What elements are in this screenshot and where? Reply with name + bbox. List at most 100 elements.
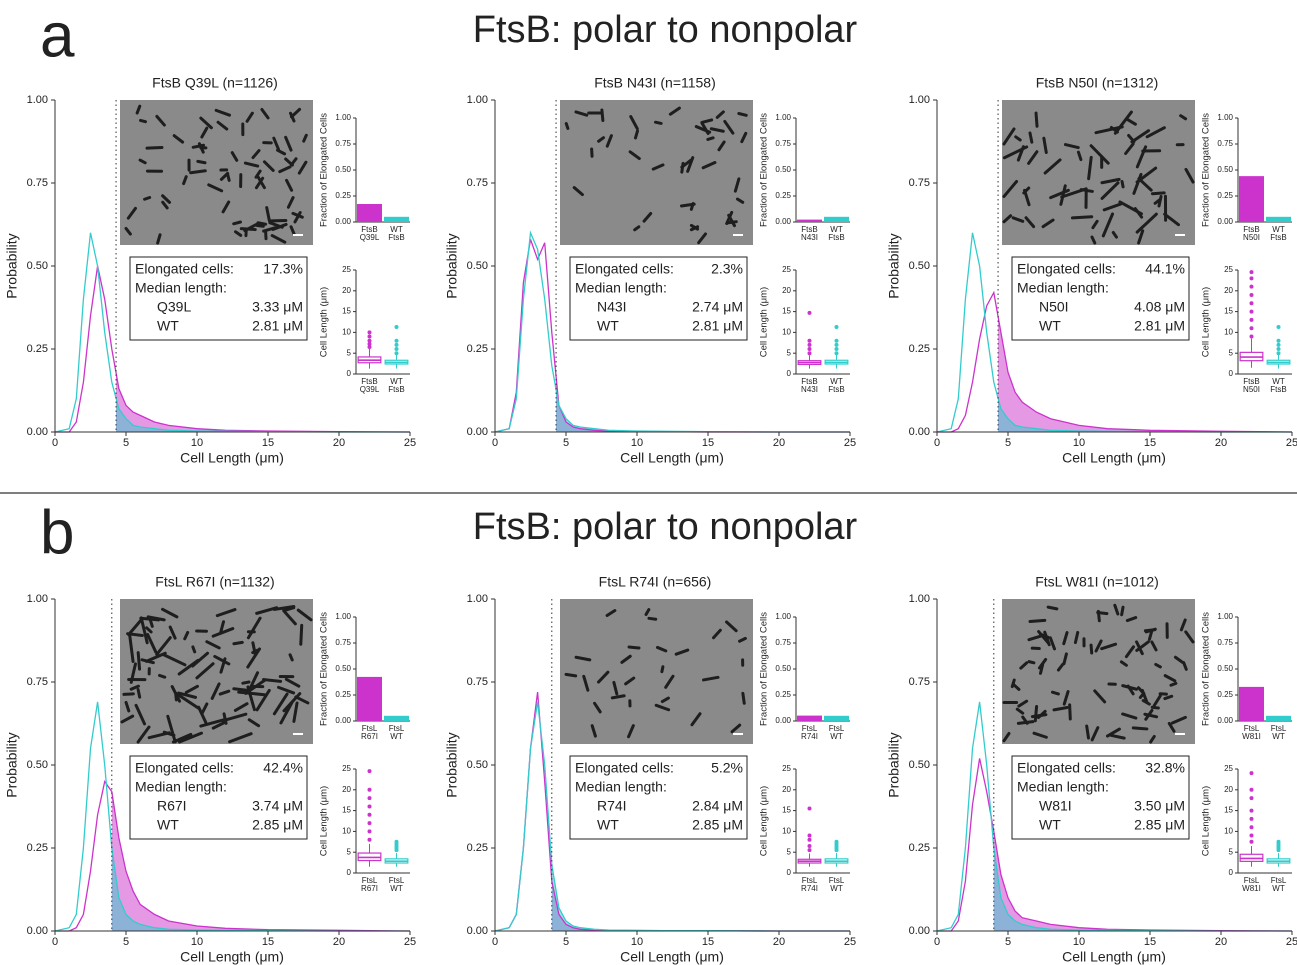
x-tick-label: 10 [631, 437, 643, 449]
tick-label: 0.75 [775, 139, 791, 148]
cell [709, 127, 725, 133]
cell [1027, 634, 1043, 642]
cell [1062, 690, 1070, 706]
cell [1144, 708, 1154, 721]
density-area [116, 372, 410, 432]
inset-category: FtsL [802, 876, 818, 885]
y-tick-label: 0.25 [909, 842, 930, 854]
cell [1150, 191, 1166, 196]
cell [1124, 142, 1135, 155]
cell [680, 161, 685, 174]
cell [654, 703, 671, 712]
x-tick-label: 15 [1144, 437, 1156, 449]
tick-label: 25 [342, 764, 351, 773]
cell [1016, 720, 1035, 725]
y-tick-label: 0.50 [27, 759, 48, 771]
tick-label: 0 [1229, 369, 1234, 378]
x-tick-label: 5 [1005, 437, 1011, 449]
inset-category: WT [390, 225, 403, 234]
cell [701, 161, 717, 170]
cell [1137, 229, 1145, 245]
cell [139, 616, 149, 645]
cell [1037, 657, 1048, 670]
y-tick-label: 0.75 [27, 676, 48, 688]
inset-category: FtsB [828, 233, 844, 242]
inset-category: FtsB [1243, 377, 1259, 386]
bar [384, 715, 409, 721]
inset-category: WT [1272, 225, 1285, 234]
cell [234, 230, 243, 237]
annotation-text: 2.3% [711, 261, 743, 277]
tick-label: 0.50 [1217, 664, 1233, 673]
annotation-text: 3.50 μM [1134, 798, 1185, 814]
inset-category: FtsL [389, 724, 405, 733]
inset-category: FtsB [828, 385, 844, 394]
cell [574, 110, 589, 117]
annotation-text: 2.85 μM [1134, 817, 1185, 833]
cell [282, 606, 296, 613]
tick-label: 10 [1224, 827, 1233, 836]
x-tick-label: 20 [773, 437, 785, 449]
cell [168, 625, 177, 640]
chart-title: FtsL R74I (n=656) [599, 574, 712, 590]
cell [1028, 618, 1047, 624]
density-line [937, 290, 1293, 433]
cell [210, 682, 221, 700]
cell [1090, 726, 1100, 742]
outlier [807, 843, 812, 848]
cell [686, 156, 695, 173]
outlier [1276, 324, 1281, 329]
cell [1111, 230, 1118, 239]
annotation-text: Elongated cells: [135, 760, 234, 776]
cell [213, 654, 231, 666]
x-tick-label: 20 [333, 936, 345, 948]
cell [1119, 660, 1128, 667]
cell [1179, 618, 1187, 632]
cell [1121, 684, 1139, 691]
cell [156, 233, 162, 245]
cell [564, 672, 578, 678]
x-axis-label: Cell Length (μm) [620, 949, 724, 965]
outlier [367, 330, 372, 335]
cell [246, 616, 262, 640]
tick-label: 1.00 [335, 612, 351, 621]
cell [1015, 707, 1025, 715]
cell [1028, 131, 1034, 144]
tick-label: 0.50 [1217, 165, 1233, 174]
outlier [1249, 839, 1254, 844]
annotation-box [129, 256, 308, 341]
cell [127, 617, 144, 637]
inset-category: N43I [801, 385, 818, 394]
cell [660, 665, 665, 674]
cell [700, 118, 714, 124]
x-tick-label: 5 [563, 437, 569, 449]
inset-category: FtsL [362, 724, 378, 733]
outlier [807, 351, 812, 356]
cell [647, 616, 658, 621]
tick-label: 15 [1224, 806, 1233, 815]
cell [284, 677, 301, 688]
annotation-text: WT [597, 318, 619, 334]
cell [1113, 110, 1133, 135]
cell [294, 695, 310, 705]
cell [122, 692, 135, 696]
y-tick-label: 0.00 [27, 426, 48, 438]
annotation-text: WT [1039, 318, 1061, 334]
cell [597, 136, 605, 143]
inset-category: FtsL [389, 876, 405, 885]
tick-label: 0.50 [335, 165, 351, 174]
inset-category: R74I [801, 884, 818, 893]
x-tick-label: 25 [1286, 437, 1297, 449]
cell [262, 160, 275, 172]
annotation-text: 2.85 μM [692, 817, 743, 833]
inset-category: FtsL [829, 876, 845, 885]
cell [1120, 605, 1125, 617]
cell [664, 674, 675, 689]
tick-label: 15 [1224, 307, 1233, 316]
inset-category: WT [830, 884, 843, 893]
cell [218, 689, 231, 696]
x-tick-label: 25 [844, 936, 856, 948]
outlier [367, 796, 372, 801]
cell [120, 714, 135, 724]
outlier [1276, 338, 1281, 343]
